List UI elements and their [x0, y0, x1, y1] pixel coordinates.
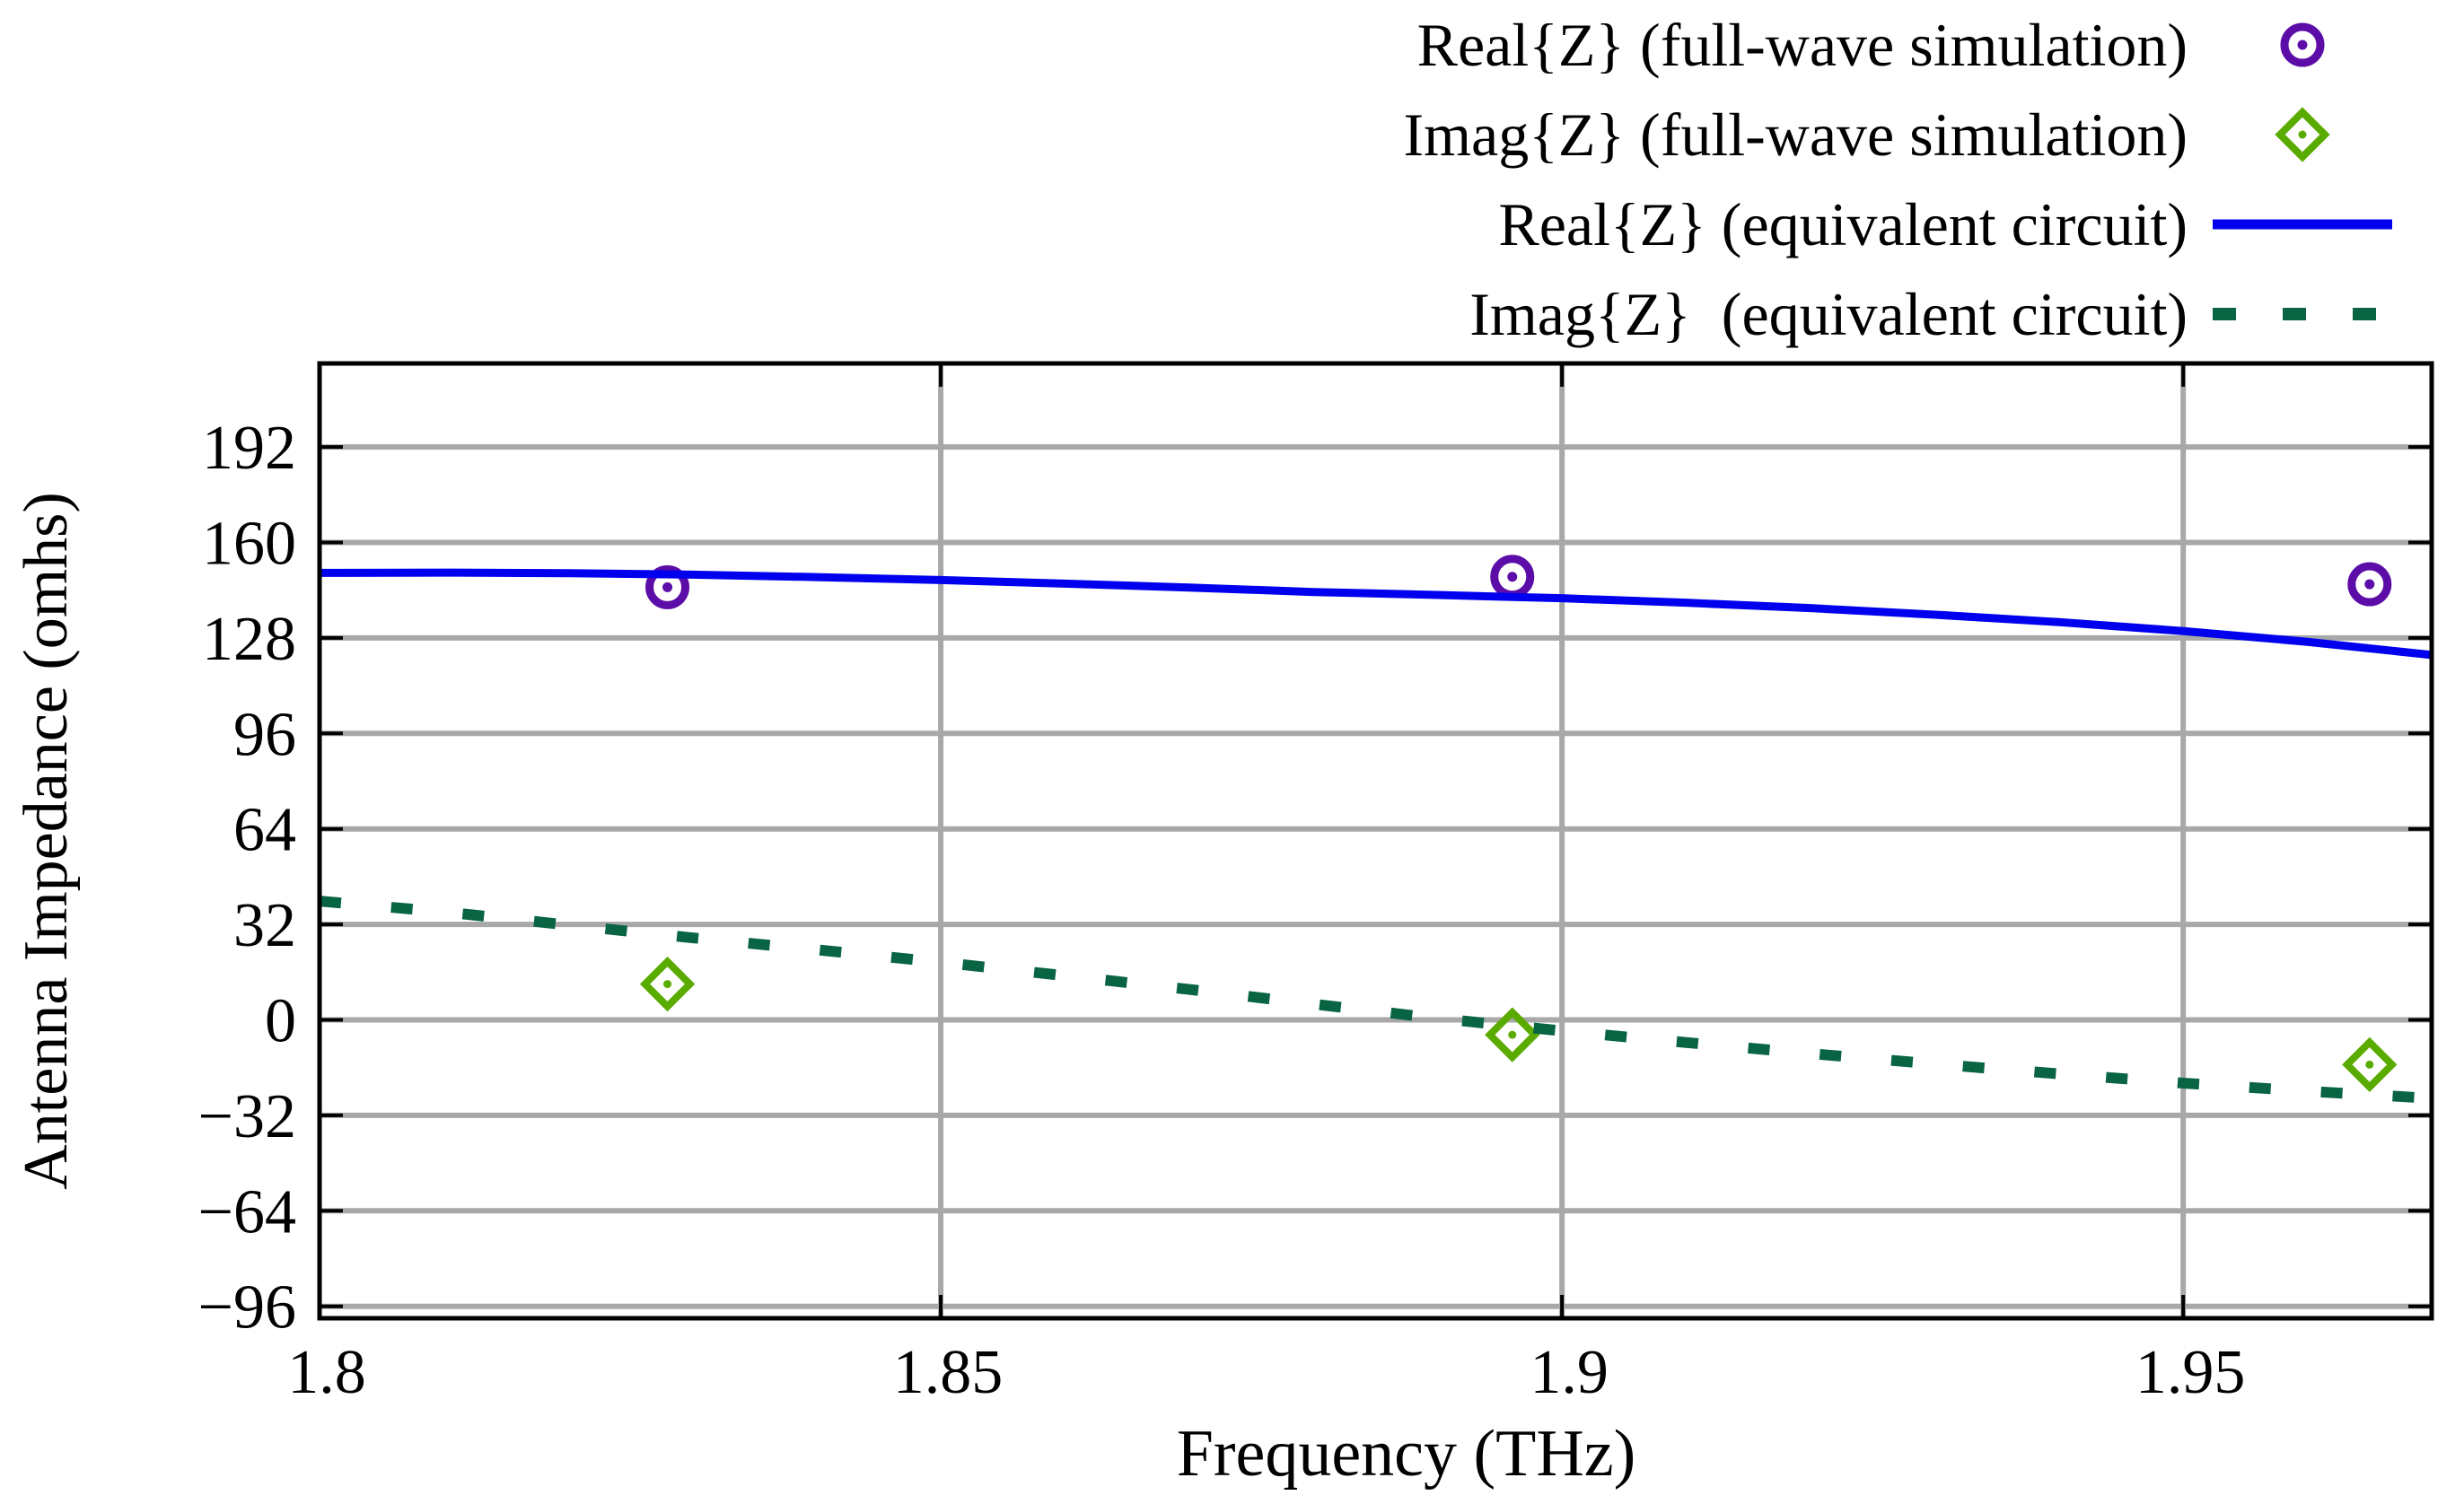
plot-border — [317, 361, 2434, 1321]
legend-label-imag-z-circuit: Imag{Z} (equivalent circuit) — [1469, 280, 2188, 348]
y-tick-label: −96 — [198, 1273, 296, 1342]
tick-layer — [318, 363, 2432, 1318]
solid-line-marker-icon — [2204, 179, 2401, 269]
legend-row: Real{Z} (full-wave simulation) — [1404, 0, 2464, 90]
x-tick-label: 1.95 — [2135, 1338, 2246, 1407]
y-tick-label: 96 — [233, 700, 296, 769]
circle-dot-swatch — [2280, 22, 2325, 67]
legend-label-real-z-circuit: Real{Z} (equivalent circuit) — [1498, 190, 2188, 258]
y-tick-label: 128 — [202, 605, 296, 674]
dashed-line-swatch — [2213, 308, 2392, 320]
dashed-line-marker-icon — [2204, 269, 2401, 359]
data-point-dot — [1507, 572, 1518, 582]
series-line — [319, 568, 2433, 660]
series-curve — [319, 896, 2433, 1104]
y-axis-label: Antenna Impedance (omhs) — [12, 492, 81, 1190]
legend-label-real-z-fullwave: Real{Z} (full-wave simulation) — [1416, 11, 2188, 79]
legend-label-imag-z-fullwave: Imag{Z} (full-wave simulation) — [1403, 101, 2188, 169]
y-tick-label: 192 — [202, 414, 296, 483]
data-point-diamond — [1485, 1007, 1540, 1062]
data-point-circle — [2347, 562, 2392, 607]
series-line — [319, 896, 2433, 1104]
legend: Real{Z} (full-wave simulation) Imag{Z} (… — [1404, 0, 2464, 359]
solid-line-swatch — [2213, 219, 2392, 230]
circle-dot-marker-icon — [2204, 0, 2401, 90]
grid-layer — [320, 363, 2432, 1318]
tick-label-layer: 192 160 128 96 64 32 0 −32 −64 −961.8 1.85 1.9 1.95 — [198, 414, 2246, 1407]
data-point-dot — [2365, 1060, 2374, 1069]
y-tick-label: −64 — [198, 1177, 296, 1246]
series-points — [639, 956, 2398, 1093]
y-tick-label: 32 — [233, 891, 296, 960]
data-point-dot — [663, 980, 672, 989]
y-tick-label: 64 — [233, 796, 296, 865]
data-point-dot — [2364, 579, 2375, 590]
x-tick-label: 1.9 — [1530, 1338, 1609, 1407]
data-point-dot — [1508, 1030, 1517, 1039]
data-point-diamond — [2342, 1036, 2398, 1093]
data-point-dot — [662, 581, 673, 592]
y-tick-label: 0 — [265, 987, 296, 1056]
diamond-dot-swatch — [2275, 107, 2330, 162]
legend-row: Real{Z} (equivalent circuit) — [1404, 179, 2464, 269]
x-axis-label: Frequency (THz) — [1176, 1417, 1636, 1491]
data-point-diamond — [639, 956, 696, 1012]
x-tick-label: 1.8 — [287, 1338, 366, 1407]
diamond-dot-marker-icon — [2204, 90, 2401, 179]
series-curve — [319, 568, 2433, 660]
y-tick-label: 160 — [202, 510, 296, 579]
legend-row: Imag{Z} (equivalent circuit) — [1404, 269, 2464, 359]
x-tick-label: 1.85 — [893, 1338, 1004, 1407]
data-point-circle — [645, 564, 690, 609]
legend-row: Imag{Z} (full-wave simulation) — [1404, 90, 2464, 179]
y-tick-label: −32 — [198, 1082, 296, 1151]
